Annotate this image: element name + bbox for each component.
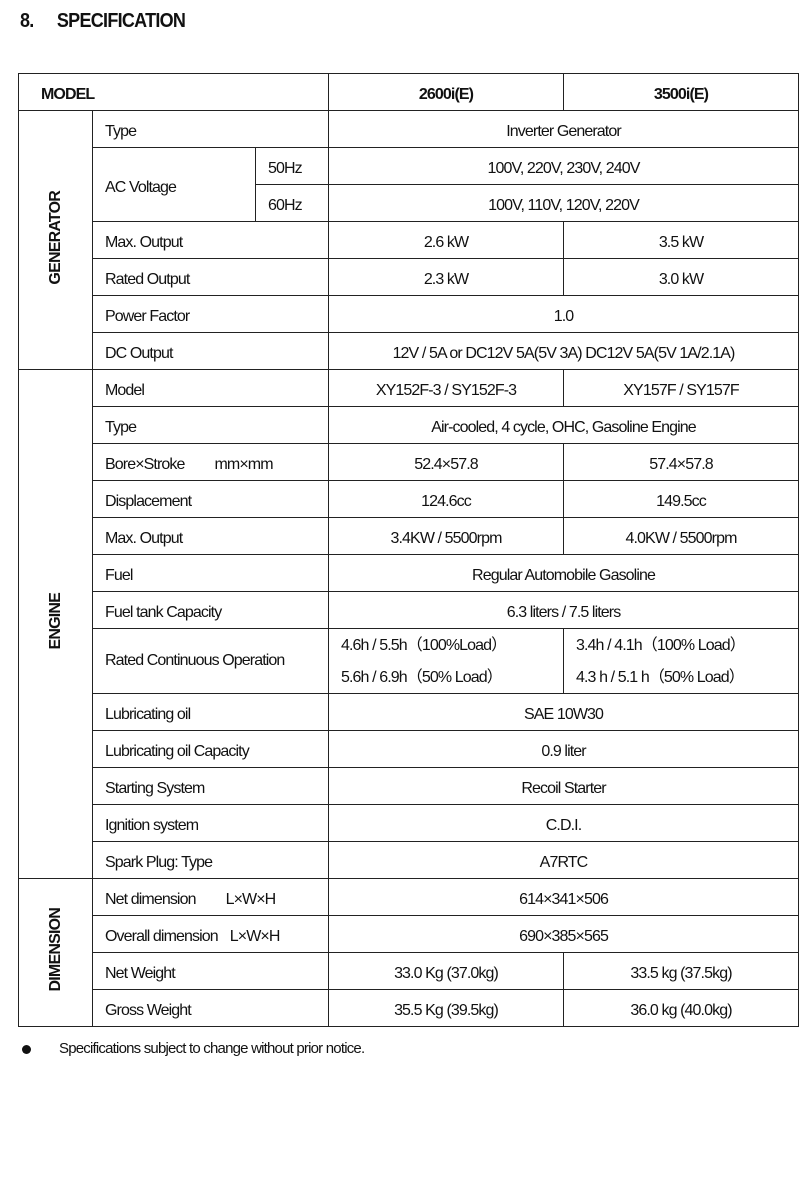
section-number: 8. (20, 10, 34, 32)
row-label: Max. Output (91, 517, 330, 555)
value-1: 52.4×57.8 (328, 443, 565, 481)
sub-label: 50Hz (254, 147, 330, 185)
row-label: Spark Plug: Type (91, 841, 330, 879)
table-row: Power Factor 1.0 (19, 295, 800, 333)
table-row: AC Voltage 50Hz 100V, 220V, 230V, 240V (19, 147, 800, 222)
section-title: 8. SPECIFICATION (20, 10, 186, 33)
table-row: Lubricating oil SAE 10W30 (19, 693, 800, 731)
table-row: DC Output 12V / 5A or DC12V 5A(5V 3A) DC… (19, 332, 800, 370)
table-row: Max. Output 3.4KW / 5500rpm 4.0KW / 5500… (19, 517, 800, 555)
row-value: 100V, 110V, 120V, 220V (328, 184, 800, 222)
table-row: Net Weight 33.0 Kg (37.0kg) 33.5 kg (37.… (19, 952, 800, 990)
row-label: Ignition system (91, 804, 330, 842)
row-value: A7RTC (328, 841, 800, 879)
table-row: Bore×Stroke mm×mm 52.4×57.8 57.4×57.8 (19, 443, 800, 481)
value-1: 124.6cc (328, 480, 565, 518)
value-1: 33.0 Kg (37.0kg) (328, 952, 565, 990)
group-generator: GENERATOR (18, 110, 93, 370)
row-label: Max. Output (91, 221, 330, 259)
row-label: Bore×Stroke mm×mm (91, 443, 330, 481)
row-value: Inverter Generator (328, 110, 800, 148)
row-value: Regular Automobile Gasoline (328, 554, 800, 592)
row-label: Starting System (91, 767, 330, 805)
table-row: Starting System Recoil Starter (19, 767, 800, 805)
value-2: 33.5 kg (37.5kg) (563, 952, 800, 990)
row-value: 0.9 liter (328, 730, 800, 768)
table-row: Gross Weight 35.5 Kg (39.5kg) 36.0 kg (4… (19, 989, 800, 1027)
group-engine: ENGINE (18, 369, 93, 879)
row-label: Rated Continuous Operation (91, 628, 330, 694)
row-value: SAE 10W30 (328, 693, 800, 731)
row-label: Lubricating oil (91, 693, 330, 731)
value-2: 57.4×57.8 (563, 443, 800, 481)
table-row: ENGINE Model XY152F-3 / SY152F-3 XY157F … (18, 369, 800, 879)
row-value: 614×341×506 (328, 878, 800, 916)
table-row: Rated Continuous Operation 4.6h / 5.5h（1… (19, 628, 800, 694)
table-row: Displacement 124.6cc 149.5cc (19, 480, 800, 518)
table-row: Fuel Regular Automobile Gasoline (19, 554, 800, 592)
row-label: Type (91, 110, 330, 148)
value-1: 3.4KW / 5500rpm (328, 517, 565, 555)
model-1: 2600i(E) (328, 73, 565, 111)
row-label: Fuel (91, 554, 330, 592)
model-header: MODEL (17, 73, 330, 111)
section-heading: SPECIFICATION (56, 10, 186, 32)
row-label: Displacement (91, 480, 330, 518)
row-value: Recoil Starter (328, 767, 800, 805)
value-2: 3.0 kW (563, 258, 800, 296)
value-2: 36.0 kg (40.0kg) (563, 989, 800, 1027)
table-row: Fuel tank Capacity 6.3 liters / 7.5 lite… (19, 591, 800, 629)
row-value: C.D.I. (328, 804, 800, 842)
table-row: Ignition system C.D.I. (19, 804, 800, 842)
value-2: 3.4h / 4.1h（100% Load） 4.3 h / 5.1 h（50% … (563, 628, 800, 694)
sub-label: 60Hz (254, 184, 330, 222)
table-row: Lubricating oil Capacity 0.9 liter (19, 730, 800, 768)
footnote: Specifications subject to change without… (22, 1040, 365, 1057)
value-2: 149.5cc (563, 480, 800, 518)
row-label: AC Voltage (92, 147, 256, 222)
spec-table: MODEL 2600i(E) 3500i(E) GENERATOR Type I… (17, 73, 800, 1027)
table-row: Type Air-cooled, 4 cycle, OHC, Gasoline … (19, 406, 800, 444)
group-dimension: DIMENSION (18, 878, 93, 1027)
row-value: 690×385×565 (328, 915, 800, 953)
value-2: 4.0KW / 5500rpm (563, 517, 800, 555)
row-label: Gross Weight (91, 989, 330, 1027)
row-label: DC Output (91, 332, 330, 370)
row-label: Rated Output (91, 258, 330, 296)
row-label: Type (91, 406, 330, 444)
value-1: 4.6h / 5.5h（100%Load） 5.6h / 6.9h（50% Loa… (328, 628, 565, 694)
table-row: 60Hz 100V, 110V, 120V, 220V (19, 184, 800, 222)
header-row: MODEL 2600i(E) 3500i(E) (17, 73, 800, 111)
row-label: Power Factor (91, 295, 330, 333)
row-value: 100V, 220V, 230V, 240V (328, 147, 800, 185)
value-1: 2.6 kW (328, 221, 565, 259)
table-row: Overall dimension L×W×H 690×385×565 (19, 915, 800, 953)
model-2: 3500i(E) (563, 73, 800, 111)
value-1: XY152F-3 / SY152F-3 (328, 369, 565, 407)
row-label: Overall dimension L×W×H (91, 915, 330, 953)
row-label: Model (91, 369, 330, 407)
row-label: Net Weight (91, 952, 330, 990)
row-value: Air-cooled, 4 cycle, OHC, Gasoline Engin… (328, 406, 800, 444)
table-row: DIMENSION Net dimension L×W×H 614×341×506 (18, 878, 800, 1027)
table-row: Spark Plug: Type A7RTC (19, 841, 800, 879)
value-2: XY157F / SY157F (563, 369, 800, 407)
row-label: Fuel tank Capacity (91, 591, 330, 629)
row-label: Net dimension L×W×H (91, 878, 330, 916)
bullet-icon (22, 1044, 31, 1054)
value-1: 2.3 kW (328, 258, 565, 296)
row-value: 1.0 (328, 295, 800, 333)
value-2: 3.5 kW (563, 221, 800, 259)
table-row: Max. Output 2.6 kW 3.5 kW (19, 221, 800, 259)
table-row: GENERATOR Type Inverter Generator (18, 110, 800, 370)
row-value: 6.3 liters / 7.5 liters (328, 591, 800, 629)
footnote-text: Specifications subject to change without… (59, 1040, 365, 1057)
row-label: Lubricating oil Capacity (91, 730, 330, 768)
value-1: 35.5 Kg (39.5kg) (328, 989, 565, 1027)
table-row: Rated Output 2.3 kW 3.0 kW (19, 258, 800, 296)
row-value: 12V / 5A or DC12V 5A(5V 3A) DC12V 5A(5V … (328, 332, 800, 370)
